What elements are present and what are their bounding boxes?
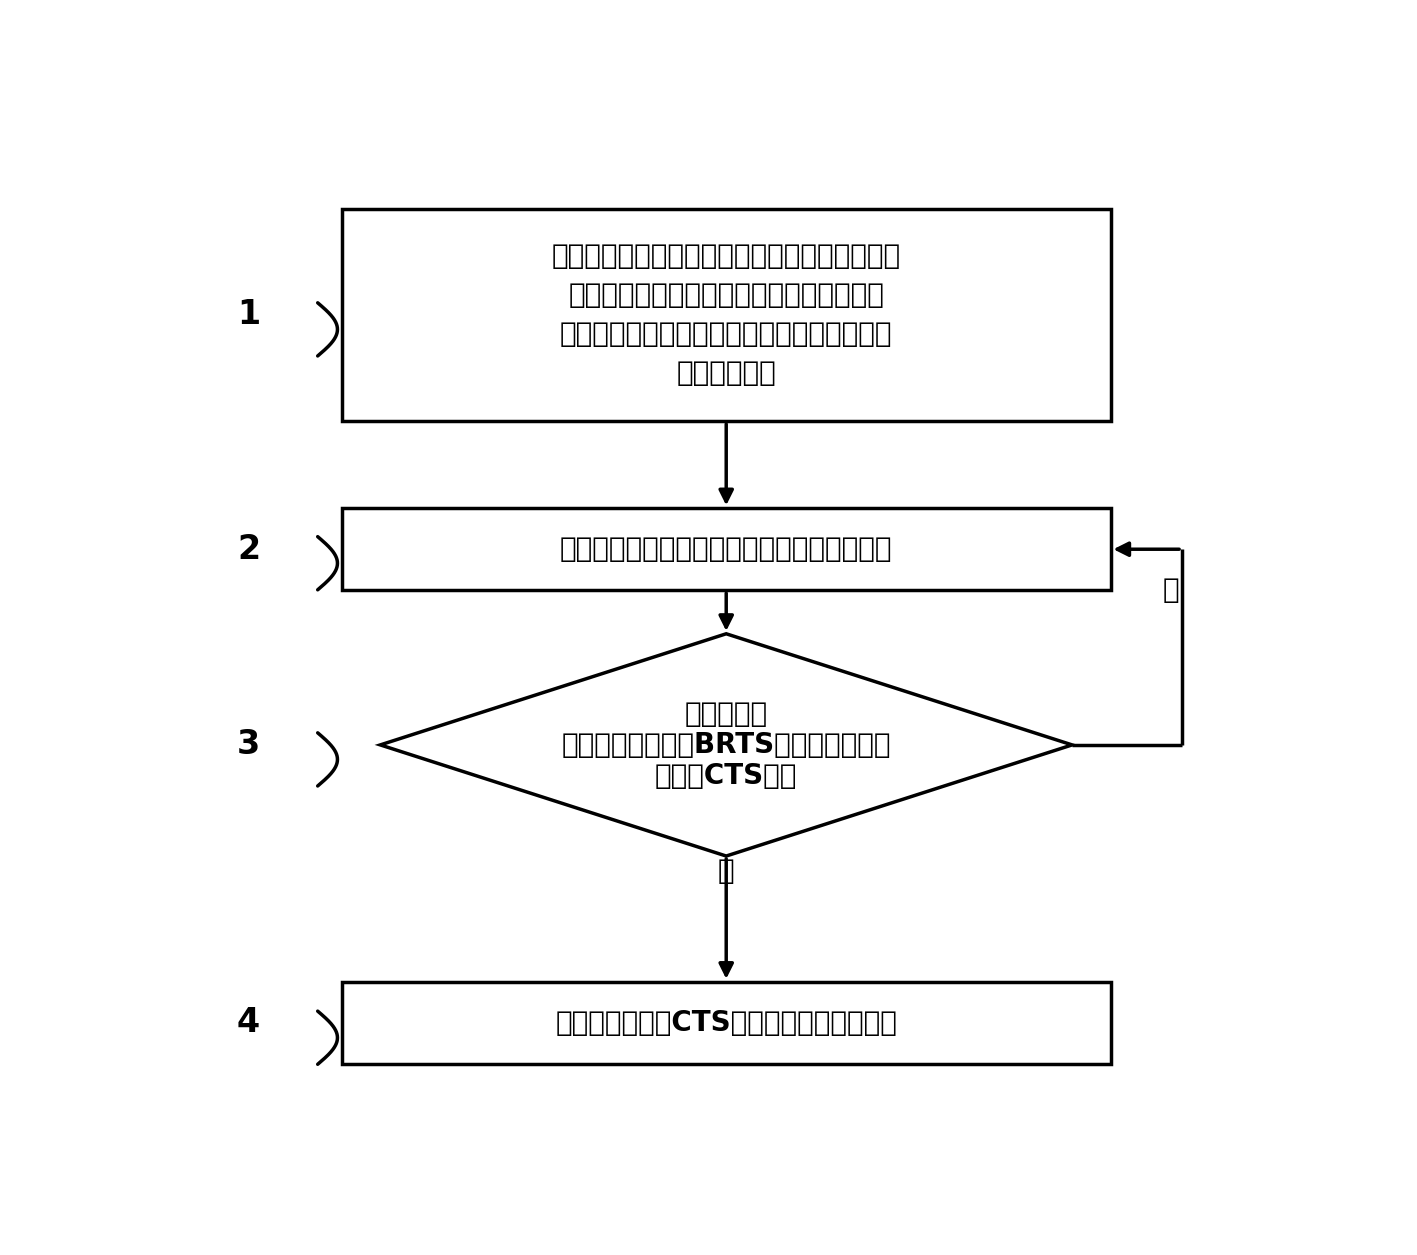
Text: 2: 2 xyxy=(237,532,261,566)
Text: 否: 否 xyxy=(1163,576,1179,605)
Text: 回夌的CTS帧？: 回夌的CTS帧？ xyxy=(655,762,798,789)
Text: 空洞节点向回夌CTS帧的邻节点发送数据包: 空洞节点向回夌CTS帧的邻节点发送数据包 xyxy=(555,1009,897,1037)
Bar xyxy=(341,208,1111,422)
Text: 空洞节点按照竞争域的优先级设定当前竞争域: 空洞节点按照竞争域的优先级设定当前竞争域 xyxy=(560,535,893,563)
Text: 是: 是 xyxy=(718,857,734,886)
Text: 根据空洞节点和目的节点的位置信息，空洞节点
将其非转发域划分成数个竞争域，并根据每
个竞争域与目的节点的距离和位置设定每个竞
争域的优先级: 根据空洞节点和目的节点的位置信息，空洞节点 将其非转发域划分成数个竞争域，并根据… xyxy=(551,242,901,388)
Polygon shape xyxy=(380,634,1073,856)
Text: 空洞节点在: 空洞节点在 xyxy=(684,700,768,728)
Text: 1: 1 xyxy=(237,299,261,331)
Bar xyxy=(341,508,1111,590)
Text: 3: 3 xyxy=(237,728,261,762)
Bar xyxy=(341,981,1111,1064)
Text: 4: 4 xyxy=(237,1007,261,1039)
Text: 当前竞争域内广播BRTS帧，收到邻节点: 当前竞争域内广播BRTS帧，收到邻节点 xyxy=(561,730,891,759)
